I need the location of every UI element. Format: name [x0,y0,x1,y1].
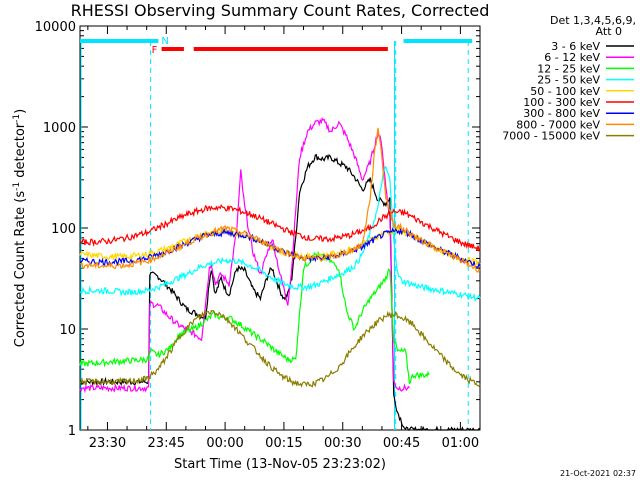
x-tick-label: 23:45 [148,436,185,451]
x-tick-label: 00:30 [324,436,361,451]
plot-frame [79,25,481,431]
legend-header-line-2: Att 0 [596,25,622,38]
legend-entry-label: 6 - 12 keV [544,51,600,64]
x-tick-label: 00:15 [265,436,302,451]
legend-entry-label: 3 - 6 keV [551,40,600,53]
x-tick-label: 00:45 [383,436,420,451]
x-tick-label: 01:00 [442,436,479,451]
y-tick-label: 10 [59,323,76,338]
series-line [79,165,481,302]
legend-entry-label: 50 - 100 keV [530,85,600,98]
legend-entry-label: 25 - 50 keV [537,74,600,87]
footer-timestamp: 21-Oct-2021 02:37 [560,469,636,478]
y-tick-label: 1000 [43,121,76,136]
y-tick-label: 10000 [35,20,76,35]
legend-entry-label: 100 - 300 keV [523,96,600,109]
plot-area: 1 10 100 1000 10000 23:30 23:45 00:00 00:15 00:30… [35,20,481,451]
series-line [79,116,410,394]
y-axis-label: Corrected Count Rate (s-1 detector-1) [12,109,28,347]
series-line [79,250,430,385]
x-axis-label: Start Time (13-Nov-05 23:23:02) [174,457,386,472]
flare-flag-label: F [152,45,158,56]
legend-entry-label: 7000 - 15000 keV [502,130,600,143]
chart-title: RHESSI Observing Summary Count Rates, Co… [71,1,490,20]
x-tick-label: 23:30 [89,436,126,451]
series-line [79,127,481,273]
legend-header-line-1: Det 1,3,4,5,6,9, [550,14,636,27]
series-line [79,309,481,388]
legend-entry-label: 300 - 800 keV [523,107,600,120]
y-tick-label: 1 [68,424,76,439]
x-tick-label: 00:00 [206,436,243,451]
legend-entry-label: 12 - 25 keV [537,62,600,75]
series-line [79,204,481,252]
series-line [79,153,481,431]
night-flag-label: N [161,36,168,47]
y-tick-label: 100 [51,222,76,237]
legend-entry-label: 800 - 7000 keV [516,118,600,131]
